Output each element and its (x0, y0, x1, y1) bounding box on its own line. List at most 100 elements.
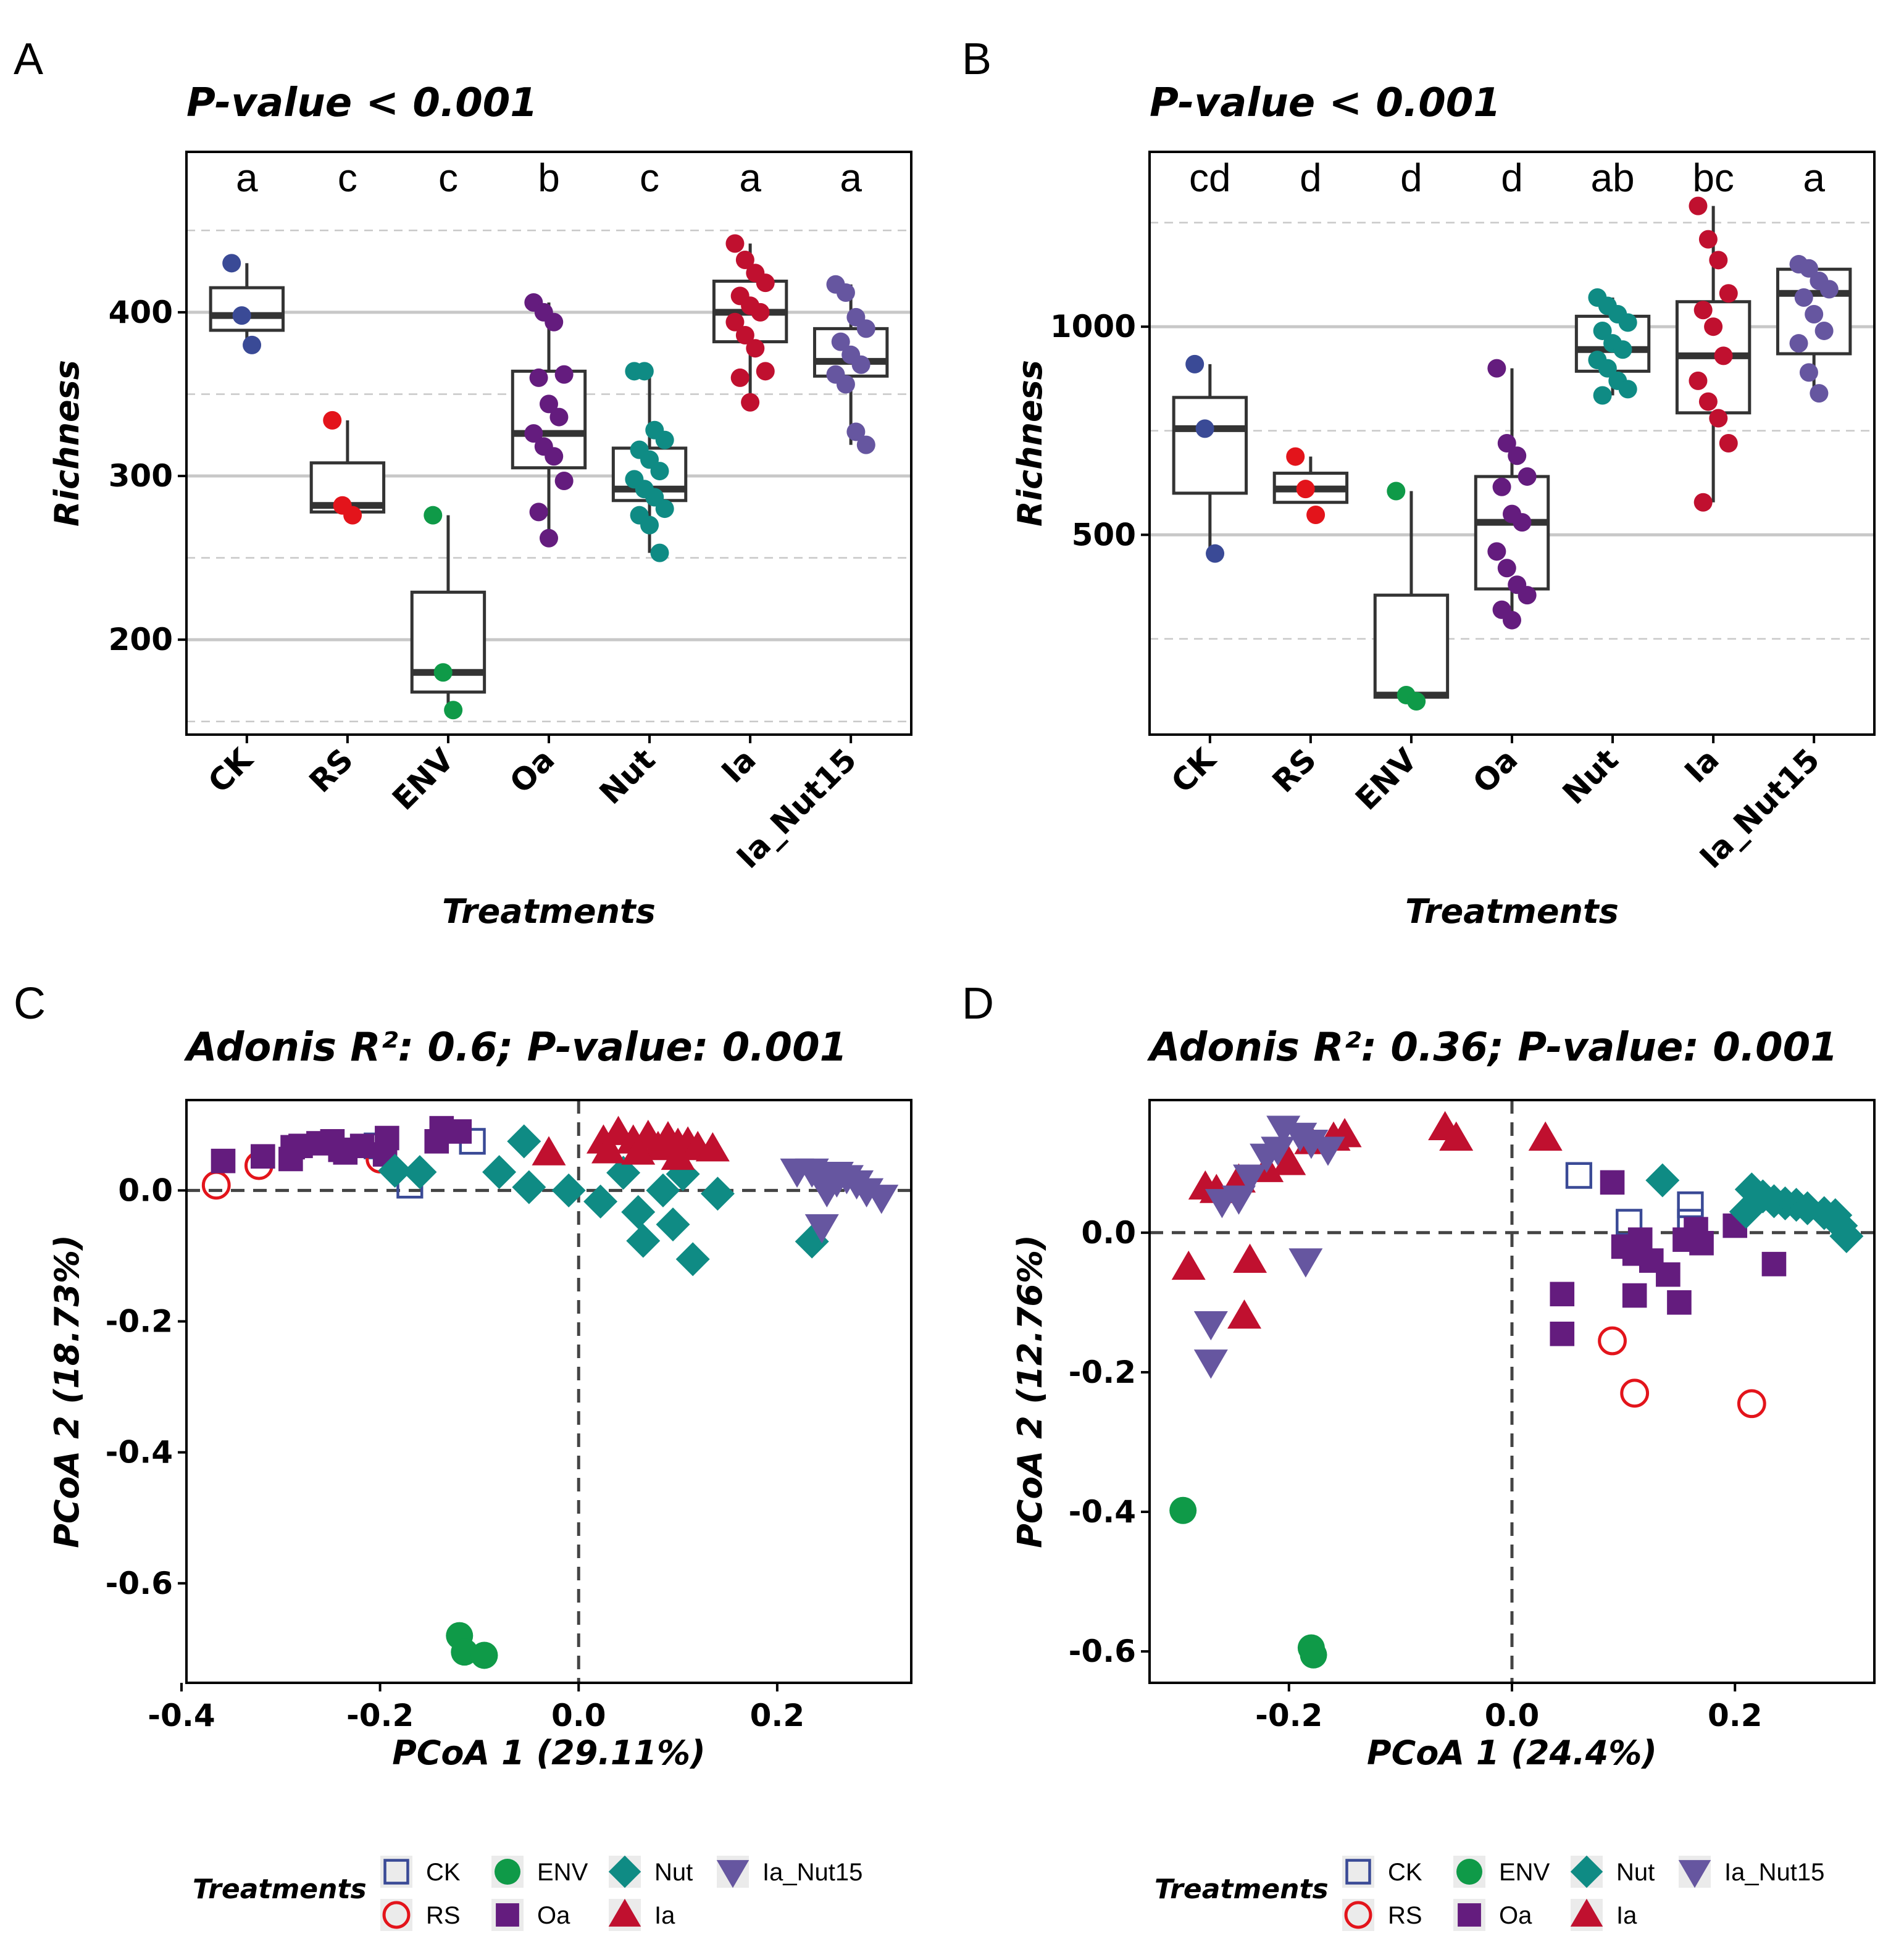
data-point (1593, 386, 1612, 405)
data-point (1233, 1243, 1267, 1273)
legend-item-CK: CK (380, 1856, 461, 1888)
box (1172, 396, 1248, 495)
legend-item-Oa: Oa (491, 1899, 570, 1931)
significance-letter: a (840, 156, 862, 200)
data-point (1600, 1170, 1625, 1195)
data-point (1205, 1189, 1239, 1219)
data-point (1513, 513, 1532, 532)
data-point (280, 1135, 305, 1160)
data-point (1206, 544, 1225, 563)
data-point (470, 1641, 498, 1669)
legend-label: Nut (654, 1859, 693, 1886)
y-axis-title: Richness (48, 360, 86, 527)
data-point (545, 447, 564, 466)
data-point (1805, 304, 1824, 323)
data-point (1300, 1641, 1327, 1669)
data-point (1667, 1290, 1692, 1315)
legend-symbol (1344, 1901, 1372, 1929)
legend-item-RS: RS (380, 1899, 461, 1931)
legend-symbol (608, 1855, 641, 1888)
panel-title: P-value < 0.001 (1150, 80, 1501, 126)
legend-symbol (1678, 1860, 1711, 1888)
legend-key-background (380, 1899, 412, 1931)
data-point (243, 335, 262, 354)
significance-letter: d (1400, 156, 1422, 200)
group-Oa: b Oa (503, 156, 587, 800)
y-tick-label: 400 (109, 294, 173, 330)
data-point (1288, 1248, 1323, 1278)
legend-symbol (1456, 1859, 1482, 1885)
data-point (836, 375, 855, 394)
data-point (1518, 467, 1537, 486)
legend-item-Nut: Nut (608, 1855, 693, 1888)
panel-title: Adonis R²: 0.6; P-value: 0.001 (183, 1025, 847, 1070)
data-point (1598, 1326, 1627, 1356)
panel-A: AP-value < 0.001aCKcRScENVbOacNutaIaaIa_… (14, 35, 912, 931)
significance-letter: cd (1189, 156, 1231, 200)
data-point (349, 1133, 375, 1159)
x-tick-label: CK (1164, 741, 1224, 800)
data-point (251, 1144, 275, 1169)
data-point (1487, 542, 1506, 561)
data-point (378, 1154, 412, 1188)
data-point (640, 515, 659, 535)
y-tick-label: 1000 (1050, 309, 1136, 344)
data-point (551, 1173, 586, 1207)
x-tick-label: -0.2 (1255, 1698, 1322, 1733)
group-Oa: d Oa (1466, 156, 1550, 800)
panel-label: B (962, 35, 992, 84)
legend-item-ENV: ENV (1453, 1856, 1550, 1888)
legend-symbol (496, 1903, 519, 1927)
data-point (646, 1173, 680, 1207)
legend-label: Ia (654, 1902, 675, 1929)
data-point (1193, 1311, 1228, 1341)
legend-title: Treatments (1155, 1874, 1329, 1905)
data-point (864, 1185, 899, 1214)
data-point (532, 1136, 566, 1166)
legend-symbol (495, 1859, 520, 1885)
panel-D: D Adonis R²: 0.36; P-value: 0.001 -0.2 0.0 0… (962, 979, 1876, 1772)
x-tick-label: Ia (715, 741, 763, 790)
panel-B: BP-value < 0.001cdCKdRSdENVdOaabNutbcIaa… (962, 35, 1876, 931)
data-point (1620, 1378, 1650, 1408)
data-point (1645, 1163, 1680, 1198)
x-axis-title: PCoA 1 (24.4%) (1367, 1733, 1657, 1772)
significance-letter: c (438, 156, 458, 200)
significance-letter: d (1300, 156, 1322, 200)
data-point (540, 528, 558, 548)
group-RS: d RS (1266, 156, 1349, 799)
series-CK (1565, 1162, 1704, 1236)
y-tick-label: 0.0 (1081, 1215, 1136, 1251)
legend-item-Oa: Oa (1453, 1899, 1532, 1931)
data-point (730, 368, 749, 387)
legend-key-background (1342, 1899, 1374, 1931)
data-point (1737, 1389, 1766, 1419)
data-point (1677, 1191, 1704, 1219)
data-point (1799, 259, 1818, 278)
y-tick-label: 300 (109, 458, 173, 494)
data-point (621, 1195, 656, 1229)
data-point (751, 302, 770, 322)
data-point (554, 471, 574, 490)
data-point (1508, 446, 1527, 465)
significance-letter: c (338, 156, 357, 200)
data-point (735, 251, 754, 270)
group-Ia: bc Ia (1675, 156, 1752, 790)
data-point (1627, 1227, 1653, 1252)
x-axis-title: Treatments (1405, 892, 1619, 931)
data-point (746, 339, 765, 358)
data-point (655, 430, 674, 449)
data-point (549, 407, 569, 427)
data-point (1407, 692, 1426, 711)
data-point (650, 543, 669, 562)
data-point (403, 1155, 437, 1190)
data-point (1233, 1164, 1267, 1194)
legend-label: Ia_Nut15 (1724, 1859, 1824, 1886)
data-point (1719, 434, 1738, 452)
data-point (1819, 280, 1839, 299)
panel-title: Adonis R²: 0.36; P-value: 0.001 (1146, 1025, 1838, 1070)
data-point (1799, 363, 1818, 382)
data-point (1286, 447, 1305, 466)
legend-symbol (383, 1859, 409, 1885)
